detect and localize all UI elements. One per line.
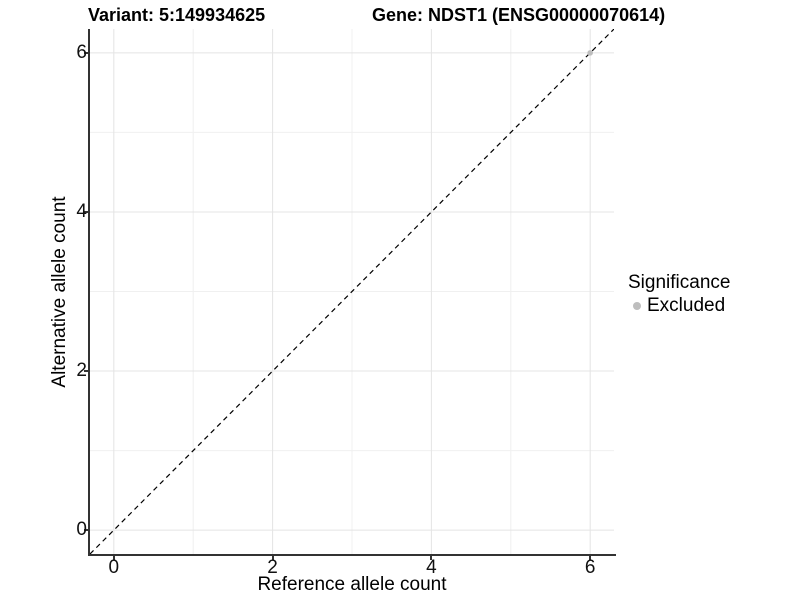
plot-title-variant: Variant: 5:149934625 [88, 5, 266, 25]
x-tick-mark [589, 556, 592, 560]
x-tick-label: 0 [108, 557, 120, 578]
x-axis-line [88, 554, 616, 556]
y-axis-title: Alternative allele count [49, 196, 70, 388]
y-tick-label: 4 [76, 200, 87, 222]
identity-dashed-line [90, 29, 614, 554]
legend-items: Excluded [628, 295, 730, 316]
x-tick-label: 6 [584, 557, 596, 578]
x-tick-mark [112, 556, 115, 560]
y-tick-mark [84, 370, 88, 373]
y-tick-label: 2 [76, 360, 87, 382]
x-tick-mark [430, 556, 433, 560]
legend-item: Excluded [628, 295, 730, 316]
plot-canvas [90, 29, 614, 554]
legend-item-label: Excluded [647, 295, 726, 316]
x-axis-title: Reference allele count [257, 574, 447, 595]
legend-title: Significance [628, 272, 731, 293]
plot-panel [90, 29, 614, 554]
x-tick-mark [271, 556, 274, 560]
x-tick-label: 4 [426, 557, 437, 578]
y-tick-mark [84, 529, 88, 532]
y-tick-label: 6 [76, 41, 87, 63]
data-point [587, 50, 593, 56]
y-axis-line [88, 29, 90, 556]
plot-title-gene: Gene: NDST1 (ENSG00000070614) [372, 5, 666, 25]
legend: Significance Excluded [628, 272, 730, 316]
legend-point-icon [633, 301, 641, 310]
y-tick-mark [84, 51, 88, 54]
x-tick-label: 2 [267, 557, 278, 578]
y-tick-mark [84, 210, 88, 213]
y-tick-label: 0 [76, 519, 87, 541]
